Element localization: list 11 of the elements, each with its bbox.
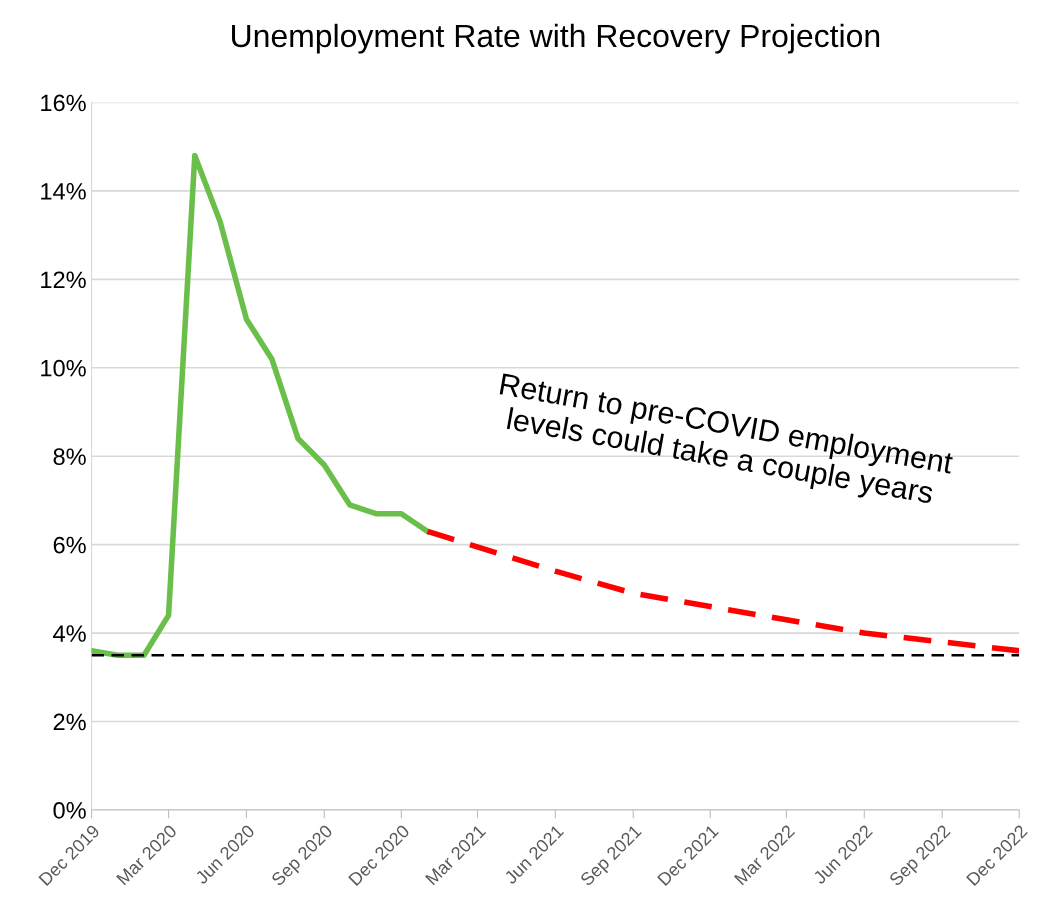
chart-title: Unemployment Rate with Recovery Projection [232, 23, 880, 54]
y-tick-label: 0% [53, 802, 86, 819]
y-tick-label: 10% [41, 359, 86, 377]
y-tick-label: 14% [41, 183, 86, 200]
y-tick-label: 2% [53, 713, 86, 731]
y-tick-label: 6% [53, 536, 86, 554]
y-tick-label: 8% [53, 448, 86, 466]
y-tick-label: 12% [41, 271, 86, 289]
y-tick-label: 4% [53, 625, 86, 642]
annotation: Return to pre-COVID employment levels could take a couple years [498, 372, 955, 510]
y-tick-label: 16% [41, 94, 86, 112]
